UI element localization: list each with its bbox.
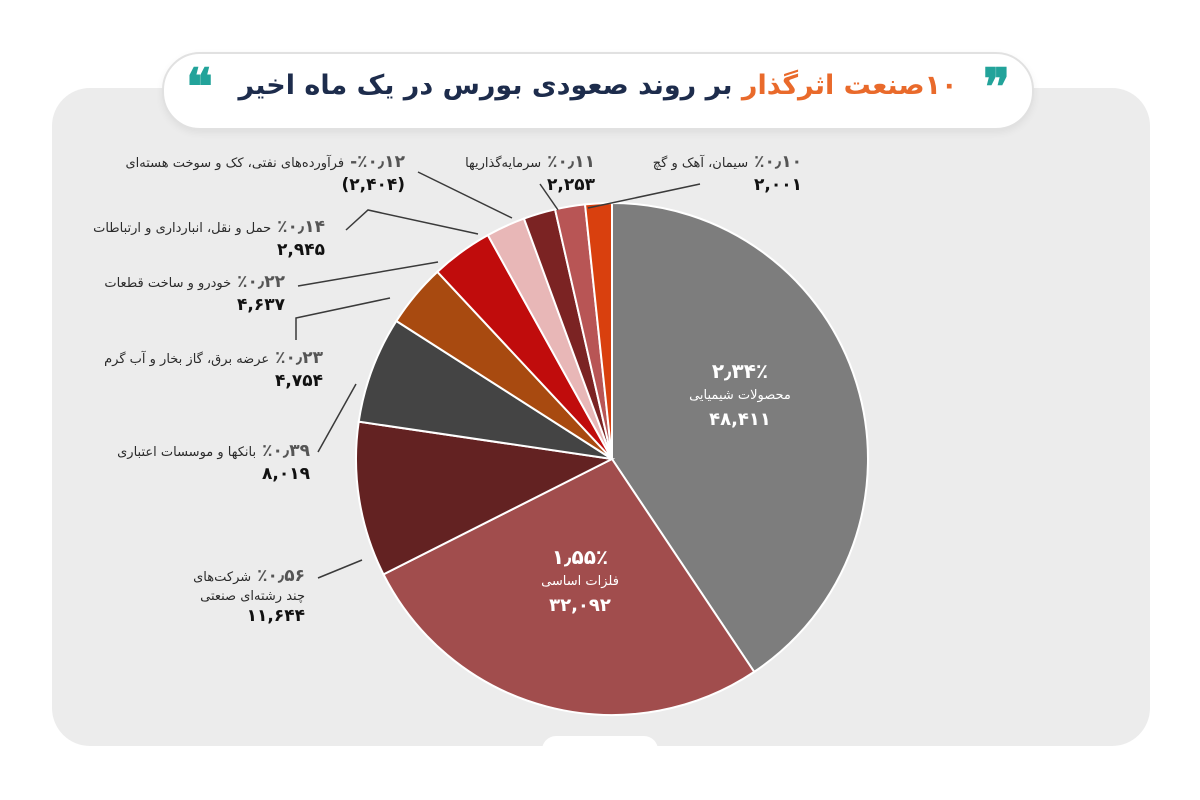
slice-label-cement: ٪۰٫۱۰ سیمان، آهک و گچ ۲,۰۰۱ (653, 151, 802, 197)
slice-value: ۲,۲۵۳ (547, 174, 595, 195)
title-accent: ۱۰صنعت اثرگذار (741, 70, 958, 101)
slice-percent: ۱٫۵۵٪ (551, 545, 609, 569)
slice-percent: ۲٫۳۴٪ (711, 359, 769, 383)
card-bottom-tab (542, 736, 658, 760)
slice-label-chemicals: ۲٫۳۴٪ محصولات شیمیایی ۴۸,۴۱۱ (675, 356, 805, 433)
slice-percent: ٪۰٫۱۲- (350, 152, 405, 172)
slice-name: فرآورده‌های نفتی، کک و سوخت هسته‌ای (125, 156, 345, 171)
slice-value: ۲,۹۴۵ (277, 239, 325, 260)
slice-value: (۲,۴۰۴) (341, 174, 405, 195)
slice-name: حمل و نقل، انبارداری و ارتباطات (93, 221, 272, 236)
slice-name-line1: شرکت‌های (193, 570, 252, 585)
slice-value: ۲,۰۰۱ (754, 174, 802, 195)
title-main: بر روند صعودی بورس در یک ماه اخیر (238, 70, 742, 101)
slice-label-conglomerates: ٪۰٫۵۶ شرکت‌های چند رشته‌ای صنعتی ۱۱,۶۴۴ (193, 565, 305, 628)
slice-name-line2: چند رشته‌ای صنعتی (200, 588, 305, 604)
slice-percent: ٪۰٫۱۱ (547, 152, 595, 172)
slice-percent: ٪۰٫۱۴ (277, 217, 325, 237)
slice-name: خودرو و ساخت قطعات (104, 276, 232, 291)
slice-name: بانکها و موسسات اعتباری (117, 445, 257, 460)
page-title: ۱۰صنعت اثرگذار بر روند صعودی بورس در یک … (164, 70, 1032, 101)
slice-label-utilities: ٪۰٫۲۳ عرضه برق، گاز بخار و آب گرم ۴,۷۵۴ (104, 347, 323, 393)
slice-value: ۱۱,۶۴۴ (246, 606, 305, 627)
slice-label-automotive: ٪۰٫۲۲ خودرو و ساخت قطعات ۴,۶۳۷ (104, 271, 285, 317)
leader-line-banks (317, 383, 357, 453)
slice-percent: ٪۰٫۳۹ (262, 441, 310, 461)
title-banner: ❞ ۱۰صنعت اثرگذار بر روند صعودی بورس در ی… (162, 52, 1034, 130)
slice-label-banks: ٪۰٫۳۹ بانکها و موسسات اعتباری ۸,۰۱۹ (117, 440, 310, 486)
slice-percent: ٪۰٫۲۳ (275, 348, 323, 368)
slice-percent: ٪۰٫۵۶ (257, 566, 305, 586)
slice-name: محصولات شیمیایی (689, 388, 791, 403)
slice-name: عرضه برق، گاز بخار و آب گرم (104, 352, 270, 367)
slice-label-investments: ٪۰٫۱۱ سرمایه‌گذاریها ۲,۲۵۳ (465, 151, 595, 197)
leader-line-utilities (295, 297, 391, 340)
leader-line-conglomerates (317, 559, 363, 579)
slice-name: سیمان، آهک و گچ (652, 156, 749, 171)
slice-label-transport: ٪۰٫۱۴ حمل و نقل، انبارداری و ارتباطات ۲,۹… (93, 216, 325, 262)
leader-line-cement (587, 183, 701, 209)
slice-value: ۴۸,۴۱۱ (709, 408, 771, 430)
pie-slice-basic-metals (382, 457, 756, 716)
slice-value: ۸,۰۱۹ (262, 463, 310, 484)
quote-close-icon: ❝ (186, 57, 213, 116)
slice-value: ۳۲,۰۹۲ (549, 594, 611, 616)
leader-line-investments (539, 183, 559, 211)
slice-name: سرمایه‌گذاریها (465, 156, 542, 171)
leader-line-automotive (297, 261, 439, 287)
slice-value: ۴,۷۵۴ (275, 370, 323, 391)
pie-slice-conglomerates (355, 420, 616, 576)
slice-percent: ٪۰٫۲۲ (237, 272, 285, 292)
pie-slice-banks (357, 319, 613, 460)
slice-percent: ٪۰٫۱۰ (754, 152, 802, 172)
leader-line-petroleum (417, 171, 513, 219)
leader-line-transport (345, 209, 479, 235)
slice-name: فلزات اساسی (541, 574, 619, 589)
slice-label-basic-metals: ۱٫۵۵٪ فلزات اساسی ۳۲,۰۹۲ (515, 542, 645, 619)
quote-open-icon: ❞ (983, 57, 1010, 116)
slice-value: ۴,۶۳۷ (237, 294, 285, 315)
slice-label-petroleum: ٪۰٫۱۲- فرآورده‌های نفتی، کک و سوخت هسته‌ا… (125, 151, 405, 197)
